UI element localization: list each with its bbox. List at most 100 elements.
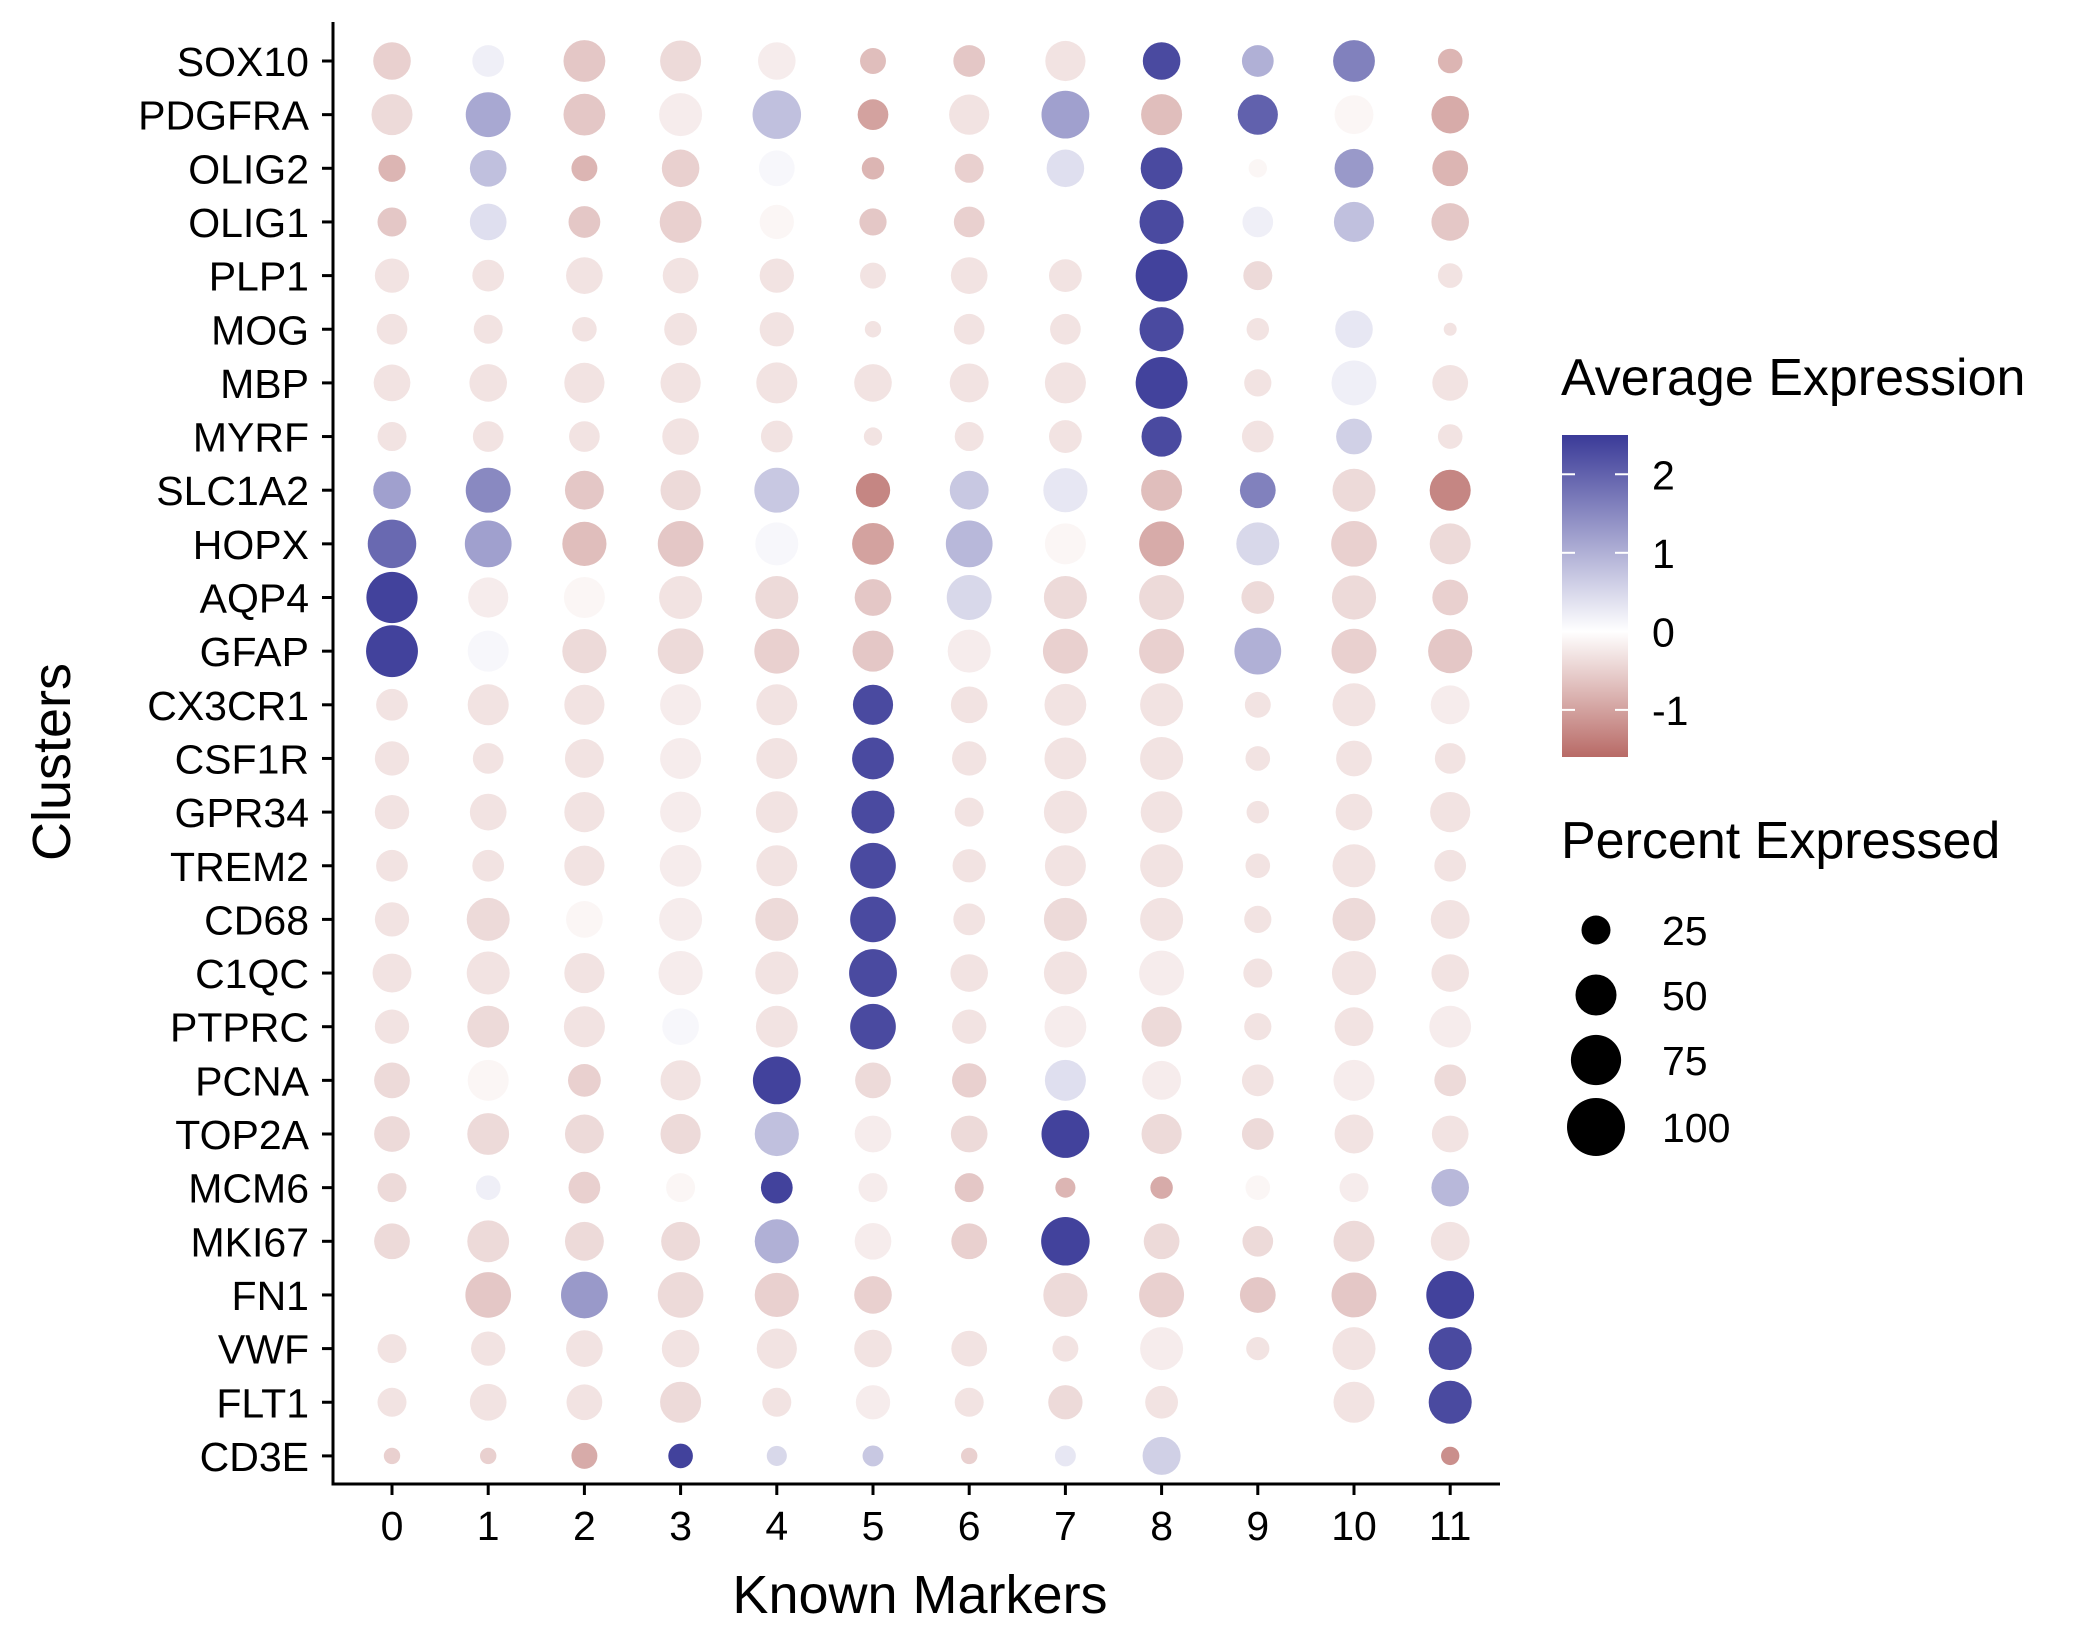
dot-mcm6-cluster-6 xyxy=(954,1173,984,1203)
x-axis-tick-labels: 0 1 2 3 4 5 6 7 8 9 10 11 xyxy=(381,1503,1472,1549)
dot-myrf-cluster-9 xyxy=(1241,420,1274,453)
dot-gfap-cluster-6 xyxy=(947,629,991,673)
dot-myrf-cluster-0 xyxy=(377,422,407,452)
dot-ptprc-cluster-8 xyxy=(1141,1006,1182,1047)
dot-mcm6-cluster-3 xyxy=(666,1173,696,1203)
dot-csf1r-cluster-2 xyxy=(564,739,604,778)
y-tick-label-cd3e: CD3E xyxy=(200,1434,309,1480)
dot-fn1-cluster-2 xyxy=(561,1271,608,1319)
x-tick-label-1: 1 xyxy=(477,1503,500,1549)
y-tick-label-vwf: VWF xyxy=(218,1327,309,1373)
dot-hopx-cluster-0 xyxy=(367,519,417,569)
dot-ptprc-cluster-11 xyxy=(1429,1005,1472,1048)
dot-slc1a2-cluster-10 xyxy=(1332,468,1376,512)
dot-fn1-cluster-1 xyxy=(465,1272,512,1318)
dot-c1qc-cluster-8 xyxy=(1139,950,1185,996)
dot-mcm6-cluster-8 xyxy=(1150,1176,1173,1199)
dot-aqp4-cluster-6 xyxy=(946,575,992,620)
dot-olig2-cluster-7 xyxy=(1046,149,1085,188)
dot-cd3e-cluster-8 xyxy=(1142,1436,1181,1475)
dot-myrf-cluster-7 xyxy=(1049,420,1082,453)
y-tick-label-olig1: OLIG1 xyxy=(188,200,309,246)
x-tick-label-11: 11 xyxy=(1429,1503,1472,1549)
dot-mog-cluster-3 xyxy=(664,312,697,346)
legend: Average Expression 2 1 0 -1 Percent Express… xyxy=(1561,349,2025,1156)
dot-top2a-cluster-3 xyxy=(660,1113,701,1155)
dot-gpr34-cluster-8 xyxy=(1140,791,1183,834)
dot-pdgfra-cluster-6 xyxy=(949,94,990,135)
dot-gpr34-cluster-2 xyxy=(564,792,605,833)
dot-flt1-cluster-1 xyxy=(469,1383,507,1421)
dot-mcm6-cluster-9 xyxy=(1245,1175,1271,1200)
dot-gpr34-cluster-7 xyxy=(1043,790,1087,834)
dot-olig2-cluster-9 xyxy=(1248,159,1267,178)
dot-fn1-cluster-10 xyxy=(1331,1272,1377,1318)
dot-sox10-cluster-10 xyxy=(1333,40,1375,82)
dot-pcna-cluster-7 xyxy=(1044,1059,1086,1101)
size-legend-entries: 25 50 75 100 xyxy=(1567,908,1730,1156)
dot-pcna-cluster-6 xyxy=(952,1063,987,1098)
dot-gpr34-cluster-11 xyxy=(1430,792,1471,833)
y-axis-tick-labels: SOX10 PDGFRA OLIG2 OLIG1 PLP1 MOG MBP MYRF SLC1A… xyxy=(138,39,310,1480)
dot-pcna-cluster-1 xyxy=(467,1059,509,1101)
dot-slc1a2-cluster-6 xyxy=(949,470,989,510)
dot-top2a-cluster-6 xyxy=(950,1115,988,1153)
y-tick-label-flt1: FLT1 xyxy=(216,1380,309,1426)
dot-c1qc-cluster-2 xyxy=(564,952,605,994)
dot-trem2-cluster-5 xyxy=(850,842,896,889)
size-legend-dot-100 xyxy=(1567,1098,1625,1156)
size-legend-label-25: 25 xyxy=(1662,908,1708,954)
dot-csf1r-cluster-6 xyxy=(952,741,987,776)
y-tick-label-pdgfra: PDGFRA xyxy=(138,93,310,139)
dot-plp1-cluster-3 xyxy=(662,257,699,294)
y-tick-label-pcna: PCNA xyxy=(195,1058,310,1104)
color-tick-label: 0 xyxy=(1652,609,1675,655)
dot-ptprc-cluster-5 xyxy=(850,1003,896,1050)
size-legend-dot-25 xyxy=(1581,915,1611,945)
dot-olig2-cluster-2 xyxy=(571,155,598,182)
dot-aqp4-cluster-3 xyxy=(659,575,703,620)
dot-mbp-cluster-4 xyxy=(756,362,798,404)
dot-mog-cluster-5 xyxy=(864,321,882,338)
x-tick-label-7: 7 xyxy=(1054,1503,1077,1549)
dot-vwf-cluster-6 xyxy=(951,1330,988,1367)
dot-mbp-cluster-5 xyxy=(854,364,892,402)
dot-slc1a2-cluster-0 xyxy=(373,471,411,509)
dot-mbp-cluster-6 xyxy=(949,363,989,403)
dot-cd68-cluster-3 xyxy=(659,897,703,941)
dot-hopx-cluster-6 xyxy=(945,520,993,568)
y-tick-label-hopx: HOPX xyxy=(193,522,309,568)
dot-cd68-cluster-4 xyxy=(755,897,799,941)
dot-cx3cr1-cluster-5 xyxy=(852,684,894,725)
dot-top2a-cluster-1 xyxy=(467,1113,510,1155)
dot-cx3cr1-cluster-4 xyxy=(756,684,798,726)
dot-vwf-cluster-9 xyxy=(1246,1337,1270,1361)
dot-sox10-cluster-9 xyxy=(1241,45,1274,77)
dot-vwf-cluster-5 xyxy=(854,1329,892,1368)
dot-plp1-cluster-5 xyxy=(860,262,886,289)
y-axis-title: Clusters xyxy=(22,663,82,861)
dot-mog-cluster-11 xyxy=(1443,322,1457,336)
dot-slc1a2-cluster-7 xyxy=(1043,468,1088,513)
dot-sox10-cluster-8 xyxy=(1142,42,1181,80)
dot-slc1a2-cluster-4 xyxy=(754,467,800,513)
x-tick-label-8: 8 xyxy=(1150,1503,1173,1549)
dot-c1qc-cluster-7 xyxy=(1043,951,1087,995)
dot-mcm6-cluster-4 xyxy=(760,1171,793,1204)
y-tick-label-ptprc: PTPRC xyxy=(170,1005,309,1051)
dot-vwf-cluster-10 xyxy=(1332,1327,1376,1371)
dot-gfap-cluster-0 xyxy=(366,625,418,678)
dot-hopx-cluster-10 xyxy=(1331,521,1377,567)
dot-mki67-cluster-4 xyxy=(754,1219,799,1264)
dot-c1qc-cluster-10 xyxy=(1331,950,1377,996)
dot-pcna-cluster-4 xyxy=(752,1056,801,1105)
dot-pdgfra-cluster-10 xyxy=(1334,95,1374,135)
dot-mbp-cluster-8 xyxy=(1135,356,1188,409)
dot-flt1-cluster-4 xyxy=(762,1387,792,1417)
dot-gfap-cluster-10 xyxy=(1331,628,1377,674)
dot-trem2-cluster-8 xyxy=(1140,844,1184,888)
dot-mbp-cluster-1 xyxy=(469,364,507,402)
dot-gfap-cluster-2 xyxy=(562,629,607,674)
dot-myrf-cluster-1 xyxy=(472,421,504,452)
dot-trem2-cluster-3 xyxy=(659,844,702,887)
